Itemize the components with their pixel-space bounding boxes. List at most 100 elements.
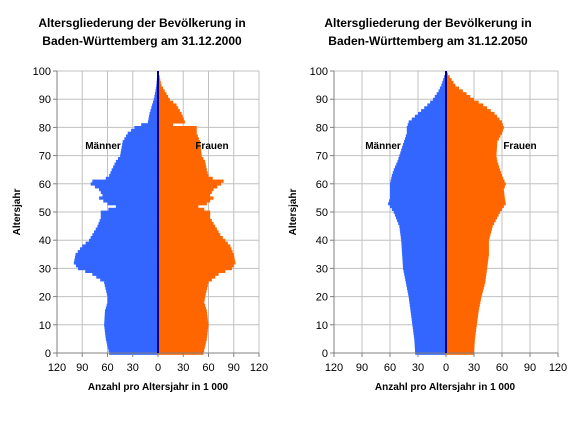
bar-women-age-34 bbox=[158, 255, 235, 259]
bar-men-age-54 bbox=[103, 199, 158, 203]
bar-men-age-1 bbox=[415, 348, 446, 352]
bar-men-age-30 bbox=[78, 267, 158, 271]
bar-men-age-56 bbox=[390, 193, 446, 197]
x-tick-label: 90 bbox=[76, 362, 88, 374]
bar-men-age-87 bbox=[151, 106, 158, 110]
bar-men-age-67 bbox=[396, 162, 446, 166]
bar-women-age-14 bbox=[446, 312, 479, 316]
chart-title-line2: Baden-Württemberg am 31.12.2050 bbox=[328, 34, 528, 48]
x-tick-label: 30 bbox=[177, 362, 189, 374]
bar-women-age-61 bbox=[446, 179, 505, 183]
bar-men-age-60 bbox=[90, 182, 158, 186]
bar-men-age-50 bbox=[393, 210, 446, 214]
pyramid-chart-2: Altersgliederung der Bevölkerung in Baden… bbox=[288, 16, 567, 393]
bar-women-age-16 bbox=[158, 306, 206, 310]
x-tick-label: 60 bbox=[101, 362, 113, 374]
bar-men-age-74 bbox=[122, 142, 158, 147]
bar-men-age-51 bbox=[108, 207, 158, 211]
bar-men-age-6 bbox=[413, 334, 446, 338]
x-tick-label: 60 bbox=[384, 362, 396, 374]
bar-men-age-39 bbox=[85, 241, 158, 245]
bar-women-age-72 bbox=[158, 148, 202, 152]
bar-men-age-45 bbox=[97, 224, 158, 228]
bar-men-age-86 bbox=[150, 109, 158, 113]
bar-women-age-30 bbox=[446, 267, 488, 271]
bar-men-age-58 bbox=[390, 188, 446, 192]
bar-men-age-14 bbox=[104, 312, 158, 316]
bar-women-age-68 bbox=[158, 159, 206, 164]
bar-men-age-86 bbox=[421, 109, 446, 113]
bar-men-age-69 bbox=[398, 157, 446, 161]
y-ticks: 0 10 20 30 40 50 60 70 80 90 100 bbox=[33, 66, 57, 360]
bar-men-age-8 bbox=[104, 329, 158, 333]
bar-women-age-69 bbox=[158, 157, 204, 161]
bar-women-age-93 bbox=[158, 89, 165, 93]
bar-men-age-3 bbox=[107, 343, 158, 347]
bar-women-age-47 bbox=[446, 219, 496, 223]
bar-women-age-22 bbox=[446, 289, 483, 293]
bar-women-age-62 bbox=[158, 176, 213, 180]
bar-men-age-2 bbox=[107, 345, 158, 350]
bar-men-age-46 bbox=[98, 221, 158, 226]
x-tick-label: 120 bbox=[48, 362, 66, 374]
bar-women-age-78 bbox=[158, 131, 197, 135]
bar-men-age-43 bbox=[94, 230, 158, 234]
bar-men-age-5 bbox=[105, 337, 158, 341]
bar-women-age-64 bbox=[446, 171, 502, 175]
bar-men-age-78 bbox=[406, 131, 446, 135]
bar-women-age-64 bbox=[158, 171, 208, 175]
y-tick-label: 60 bbox=[39, 179, 51, 191]
bar-men-age-33 bbox=[74, 258, 158, 262]
bar-men-age-45 bbox=[399, 224, 446, 228]
bar-men-age-43 bbox=[400, 230, 446, 234]
bar-women-age-25 bbox=[446, 281, 486, 285]
bar-women-age-79 bbox=[446, 128, 503, 133]
y-tick-label: 90 bbox=[316, 94, 328, 106]
bar-women-age-9 bbox=[446, 326, 477, 330]
men-label: Männer bbox=[85, 141, 121, 152]
bar-women-age-52 bbox=[158, 204, 199, 209]
bar-women-age-48 bbox=[158, 216, 211, 220]
bar-women-age-50 bbox=[158, 210, 211, 214]
bar-men-age-48 bbox=[395, 216, 446, 220]
bar-women-age-6 bbox=[158, 334, 208, 338]
bar-women-age-57 bbox=[446, 190, 505, 195]
chart-title-line2: Baden-Württemberg am 31.12.2000 bbox=[42, 34, 242, 48]
bar-women-age-14 bbox=[158, 312, 208, 316]
bar-women-age-4 bbox=[158, 340, 207, 344]
bar-women-age-63 bbox=[446, 173, 502, 178]
bar-women-age-95 bbox=[158, 83, 162, 87]
bar-women-age-70 bbox=[446, 154, 497, 158]
bar-women-age-40 bbox=[158, 238, 226, 242]
bar-women-age-94 bbox=[158, 86, 164, 90]
bar-women-age-42 bbox=[446, 233, 491, 237]
bar-men-age-94 bbox=[155, 86, 158, 90]
bar-men-age-17 bbox=[409, 303, 446, 307]
bar-women-age-56 bbox=[446, 193, 505, 197]
bar-men-age-13 bbox=[104, 314, 158, 319]
bar-men-age-8 bbox=[413, 329, 446, 333]
women-label: Frauen bbox=[195, 141, 228, 152]
bar-men-age-91 bbox=[154, 94, 158, 99]
bar-men-age-16 bbox=[410, 306, 446, 310]
bar-women-age-44 bbox=[446, 227, 492, 231]
bar-women-age-86 bbox=[158, 109, 180, 113]
bar-men-age-81 bbox=[407, 123, 446, 127]
bar-women-age-6 bbox=[446, 334, 476, 338]
bar-men-age-55 bbox=[390, 196, 446, 200]
bar-men-age-88 bbox=[152, 103, 158, 107]
bar-men-age-90 bbox=[432, 97, 446, 101]
bar-women-age-24 bbox=[158, 283, 208, 288]
bar-men-age-39 bbox=[401, 241, 446, 245]
bar-men-age-60 bbox=[390, 182, 446, 186]
bar-women-age-89 bbox=[158, 100, 174, 104]
bar-men-age-28 bbox=[404, 272, 446, 276]
bar-women-age-81 bbox=[158, 123, 174, 127]
bar-men-age-61 bbox=[92, 179, 158, 183]
bar-men-age-4 bbox=[414, 340, 446, 344]
bar-women-age-70 bbox=[158, 154, 202, 158]
bar-women-age-85 bbox=[446, 111, 495, 116]
bar-women-age-15 bbox=[446, 309, 479, 313]
bar-men-age-30 bbox=[403, 267, 446, 271]
